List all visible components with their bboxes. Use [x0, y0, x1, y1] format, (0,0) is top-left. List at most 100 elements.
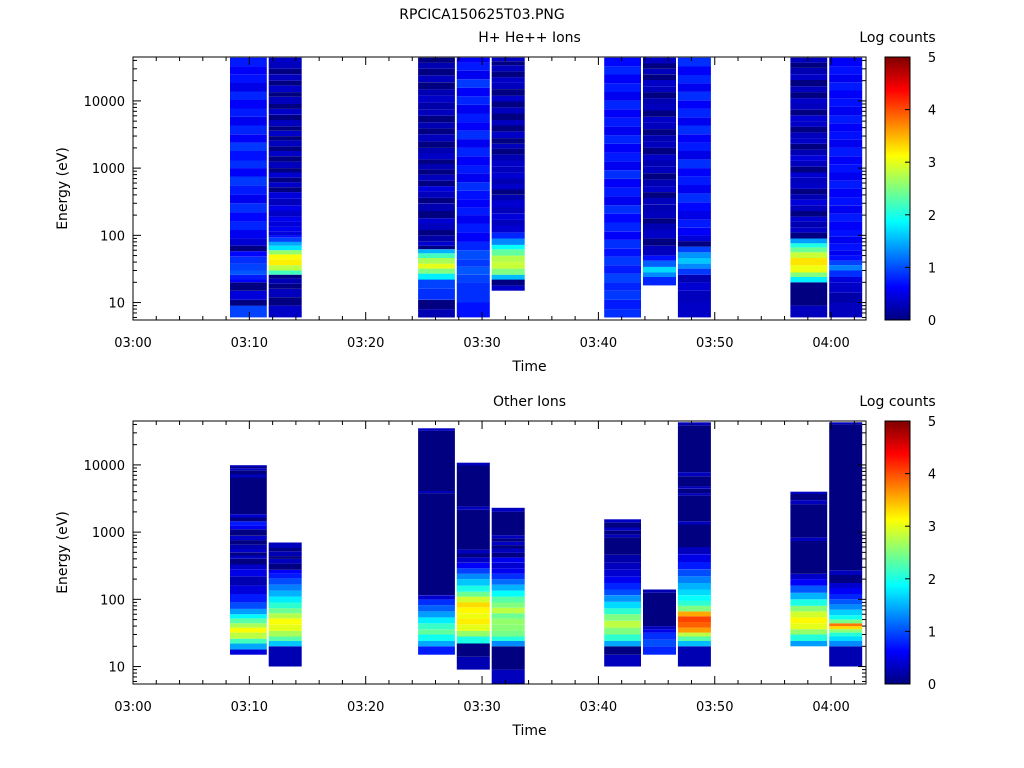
heatmap-cell [790, 258, 828, 266]
heatmap-cell [456, 568, 490, 574]
heatmap-cell [790, 149, 828, 156]
heatmap-cell [268, 245, 302, 251]
heatmap-cell [491, 538, 525, 542]
heatmap-cell [790, 205, 828, 211]
heatmap-cell [790, 143, 828, 150]
heatmap-cell [677, 476, 711, 487]
x-tick-label: 04:00 [812, 336, 849, 351]
heatmap-cell [790, 585, 828, 593]
heatmap-cell [677, 622, 711, 628]
heatmap-cell [604, 143, 641, 153]
heatmap-cell [643, 92, 676, 99]
heatmap-cell [456, 506, 490, 510]
heatmap-cell [790, 611, 828, 618]
heatmap-cell [230, 108, 267, 117]
heatmap-cell [604, 620, 641, 628]
heatmap-cell [790, 573, 828, 580]
heatmap-cell [456, 656, 490, 670]
heatmap-cell [790, 216, 828, 222]
heatmap-cell [491, 61, 525, 66]
heatmap-cell [230, 74, 267, 83]
y-tick-label: 10 [108, 297, 125, 312]
heatmap-cell [418, 147, 455, 154]
heatmap-cell [604, 196, 641, 206]
heatmap-cell [643, 272, 676, 277]
heatmap-cell [418, 629, 455, 635]
heatmap-cell [829, 260, 863, 266]
x-tick-label: 03:40 [580, 700, 617, 715]
heatmap-cell [790, 104, 828, 110]
heatmap-cell [230, 274, 267, 280]
heatmap-cell [491, 602, 525, 608]
heatmap-cell [829, 243, 863, 251]
heatmap-cell [829, 270, 863, 277]
heatmap-cell [790, 265, 828, 273]
heatmap-cell [790, 592, 828, 600]
heatmap-cell [418, 241, 455, 246]
heatmap-cell [268, 146, 302, 151]
heatmap-cell [491, 573, 525, 580]
heatmap-cell [491, 143, 525, 149]
heatmap-cell [491, 219, 525, 226]
heatmap-cell [230, 168, 267, 177]
heatmap-cell [230, 608, 267, 615]
heatmap-cell [677, 600, 711, 606]
heatmap-cell [643, 266, 676, 273]
heatmap-cell [268, 96, 302, 104]
heatmap-cell [829, 604, 863, 610]
heatmap-cell [456, 618, 490, 625]
heatmap-cell [491, 213, 525, 220]
x-tick-label: 03:30 [463, 336, 500, 351]
heatmap-cell [790, 282, 828, 306]
heatmap-cell [604, 100, 641, 110]
heatmap-cell [790, 62, 828, 68]
heatmap-cell [268, 57, 302, 62]
heatmap-cell [677, 616, 711, 622]
heatmap-cell [790, 98, 828, 104]
heatmap-cell [418, 268, 455, 274]
heatmap-cell [491, 138, 525, 144]
heatmap-cell [829, 292, 863, 303]
heatmap-cell [230, 529, 267, 536]
heatmap-cell [418, 191, 455, 198]
heatmap-cell [790, 132, 828, 139]
heatmap-cell [829, 588, 863, 594]
heatmap-cell [643, 632, 676, 640]
heatmap-cell [604, 57, 641, 67]
heatmap-cell [230, 116, 267, 126]
heatmap-cell [790, 155, 828, 161]
heatmap-cell [677, 108, 711, 118]
x-tick-label: 03:40 [580, 336, 617, 351]
heatmap-cell [491, 541, 525, 546]
heatmap-cell [677, 176, 711, 185]
heatmap-cell [418, 122, 455, 129]
heatmap-cell [677, 646, 711, 667]
heatmap-cell [491, 607, 525, 614]
colorbar-tick-label: 3 [928, 156, 936, 171]
heatmap-cell [491, 71, 525, 78]
x-tick-label: 03:20 [347, 700, 384, 715]
heatmap-cell [643, 57, 676, 61]
heatmap-cell [643, 68, 676, 75]
heatmap-cell [230, 142, 267, 151]
heatmap-cell [643, 589, 676, 593]
panel-title: Other Ions [493, 394, 566, 410]
heatmap-cell [230, 470, 267, 475]
heatmap-cell [268, 596, 302, 603]
heatmap-cell [268, 283, 302, 289]
heatmap-cell [230, 251, 267, 257]
heatmap-cell [790, 183, 828, 189]
heatmap-cell [829, 164, 863, 173]
heatmap-cell [604, 634, 641, 641]
y-axis-label: Energy (eV) [55, 147, 71, 230]
heatmap-cell [418, 109, 455, 116]
heatmap-cell [604, 126, 641, 136]
heatmap-cell [456, 79, 490, 88]
heatmap-cell [456, 302, 490, 318]
heatmap-cell [604, 562, 641, 570]
heatmap-cell [418, 595, 455, 600]
heatmap-cell [829, 575, 863, 583]
heatmap-cell [677, 168, 711, 177]
heatmap-cell [491, 535, 525, 539]
